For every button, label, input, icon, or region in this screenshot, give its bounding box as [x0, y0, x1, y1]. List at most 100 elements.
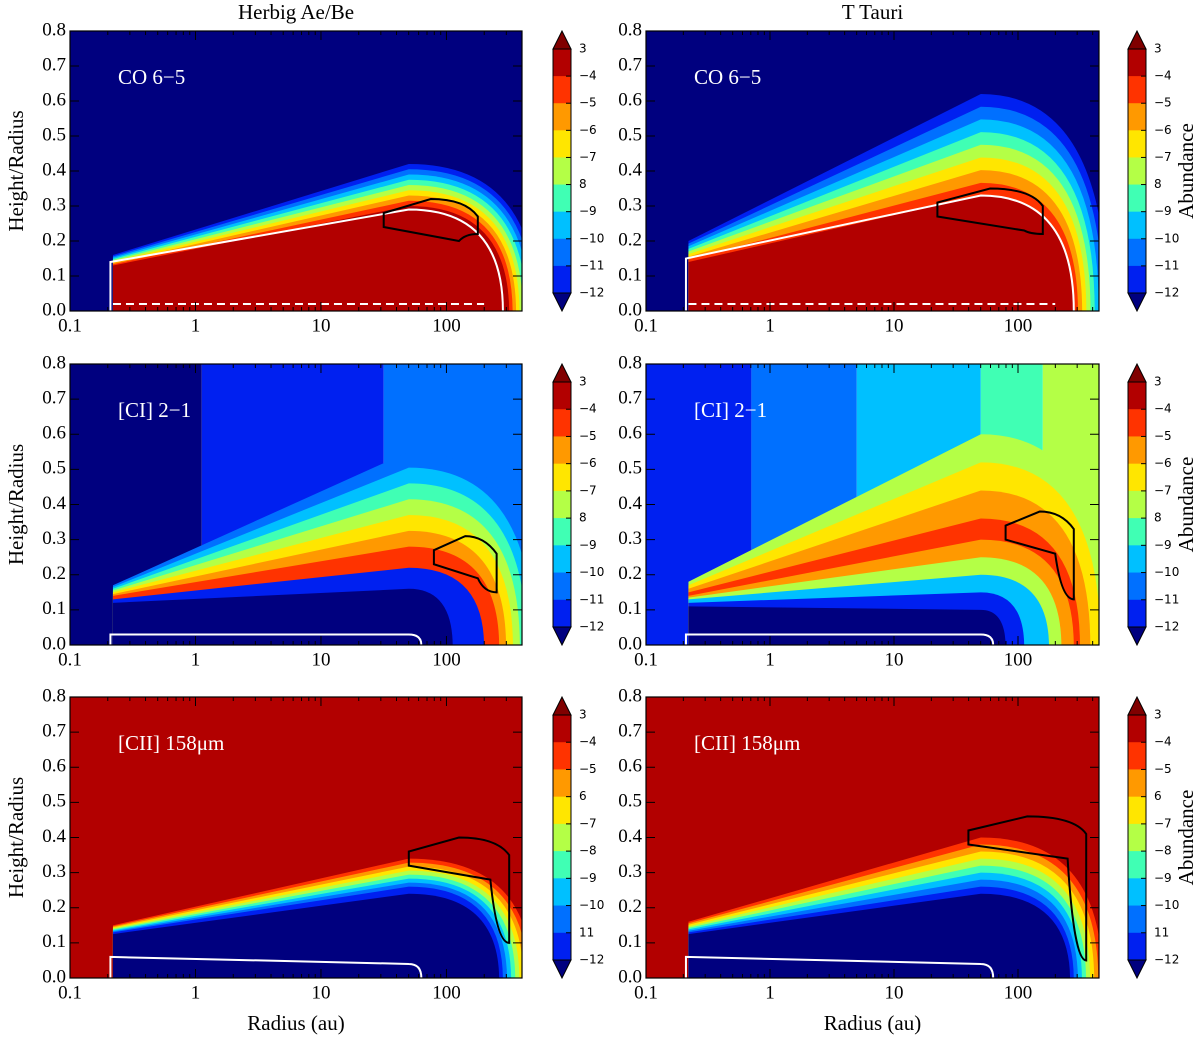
- colorbar-extend: [552, 362, 572, 383]
- plot-area: [646, 364, 1099, 645]
- colorbar-tick-label: −4: [1154, 402, 1172, 416]
- y-tick-label: 0.2: [618, 229, 642, 250]
- y-tick-label: 0.6: [42, 423, 66, 444]
- plot-area: [646, 31, 1099, 311]
- y-tick-label: 0.2: [42, 563, 66, 584]
- y-tick-label: 0.3: [618, 861, 642, 882]
- y-tick-label: 0.7: [618, 54, 642, 75]
- x-tick-label: 0.1: [58, 315, 82, 336]
- y-tick-label: 0.1: [618, 598, 642, 619]
- colorbar-frame: [552, 714, 572, 961]
- x-tick-label: 1: [765, 315, 775, 336]
- colorbar-segment: [1128, 545, 1146, 574]
- colorbar-label: Abundance: [1174, 457, 1198, 553]
- contour-line: [109, 208, 504, 311]
- colorbar-tick-label: −7: [579, 150, 597, 164]
- colorbar-tick-label: −5: [1154, 762, 1172, 776]
- colorbar-segment: [553, 76, 571, 104]
- colorbar-tick-label: 8: [579, 511, 587, 525]
- colorbar-tick-label: −5: [1154, 96, 1172, 110]
- colorbar-extend: [1127, 29, 1147, 50]
- x-tick-label: 0.1: [58, 649, 82, 670]
- plot-area: [70, 31, 522, 311]
- colorbar-frame: [1127, 714, 1147, 961]
- y-tick-label: 0.6: [618, 423, 642, 444]
- x-axis-label: Radius (au): [247, 1011, 344, 1035]
- plot-area: [70, 364, 522, 645]
- colorbar-segment: [553, 184, 571, 213]
- colorbar-tick-label: −11: [579, 258, 604, 272]
- y-tick-label: 0.1: [42, 598, 66, 619]
- contour-region: [688, 195, 1074, 311]
- colorbar-segment: [1128, 265, 1146, 294]
- y-tick-label: 0.5: [42, 124, 66, 145]
- colorbar-tick-label: 3: [1154, 708, 1162, 722]
- colorbar-segment: [553, 463, 571, 492]
- y-axis-label: Height/Radius: [4, 444, 28, 565]
- colorbar-segment: [553, 103, 571, 131]
- colorbar-segment: [1128, 742, 1146, 770]
- y-tick-label: 0.7: [618, 387, 642, 408]
- colorbar-tick-label: −12: [579, 286, 604, 300]
- y-tick-label: 0.7: [42, 720, 66, 741]
- colorbar-segment: [1128, 490, 1146, 519]
- contour-line: [936, 187, 1044, 236]
- colorbar-segment: [553, 905, 571, 934]
- colorbar-extend: [552, 626, 572, 647]
- x-tick-label: 100: [432, 315, 461, 336]
- colorbar-tick-label: 11: [1154, 925, 1169, 939]
- y-tick-label: 0.7: [42, 387, 66, 408]
- colorbar-tick-label: −10: [1154, 565, 1179, 579]
- colorbar-tick-label: −12: [1154, 620, 1179, 634]
- annotation: [CI] 2−1: [118, 398, 191, 422]
- colorbar-segment: [1128, 238, 1146, 267]
- colorbar-extend: [552, 695, 572, 716]
- colorbar-tick-label: −4: [579, 735, 597, 749]
- plot-area: [70, 697, 522, 978]
- contour-region: [688, 893, 1071, 978]
- colorbar-tick-label: −5: [579, 429, 597, 443]
- y-tick-label: 0.8: [42, 685, 66, 706]
- colorbar-tick-label: −4: [1154, 69, 1172, 83]
- x-tick-label: 10: [885, 315, 904, 336]
- y-tick-label: 0.4: [618, 159, 642, 180]
- y-tick-label: 0.8: [618, 352, 642, 373]
- colorbar-tick-label: −10: [1154, 898, 1179, 912]
- colorbar-tick-label: −11: [579, 592, 604, 606]
- colorbar-extend: [1127, 695, 1147, 716]
- colorbar-segment: [1128, 905, 1146, 934]
- y-tick-label: 0.4: [42, 493, 66, 514]
- colorbar-segment: [553, 599, 571, 628]
- contour-line: [967, 815, 1088, 962]
- colorbar-segment: [1128, 572, 1146, 601]
- colorbar-frame: [1127, 381, 1147, 628]
- y-tick-label: 0.6: [618, 756, 642, 777]
- colorbar-tick-label: −8: [579, 844, 597, 858]
- panel-title: Herbig Ae/Be: [238, 0, 354, 24]
- colorbar-tick-label: 8: [1154, 177, 1162, 191]
- colorbar-segment: [553, 265, 571, 294]
- colorbar-tick-label: −7: [1154, 816, 1172, 830]
- colorbar-extend: [1127, 626, 1147, 647]
- x-tick-label: 100: [1004, 982, 1033, 1003]
- colorbar-tick-label: −9: [579, 871, 597, 885]
- colorbar-tick-label: −7: [1154, 483, 1172, 497]
- x-tick-label: 10: [885, 649, 904, 670]
- y-tick-label: 0.3: [42, 861, 66, 882]
- colorbar-segment: [1128, 878, 1146, 907]
- contour-line: [684, 633, 995, 645]
- contour-line: [1004, 510, 1075, 601]
- y-tick-label: 0.2: [618, 896, 642, 917]
- colorbar-segment: [553, 382, 571, 410]
- colorbar-tick-label: 11: [579, 925, 594, 939]
- panel: 0.1 1 10 1000.00.10.20.30.40.50.60.70.8[CII…: [4, 685, 605, 1034]
- colorbar-segment: [1128, 463, 1146, 492]
- colorbar-tick-label: −4: [579, 402, 597, 416]
- x-tick-label: 10: [311, 315, 330, 336]
- colorbar-segment: [553, 518, 571, 546]
- y-tick-label: 0.2: [42, 229, 66, 250]
- colorbar-tick-label: −7: [1154, 150, 1172, 164]
- colorbar-tick-label: 3: [579, 375, 587, 389]
- colorbar-tick-label: −9: [1154, 871, 1172, 885]
